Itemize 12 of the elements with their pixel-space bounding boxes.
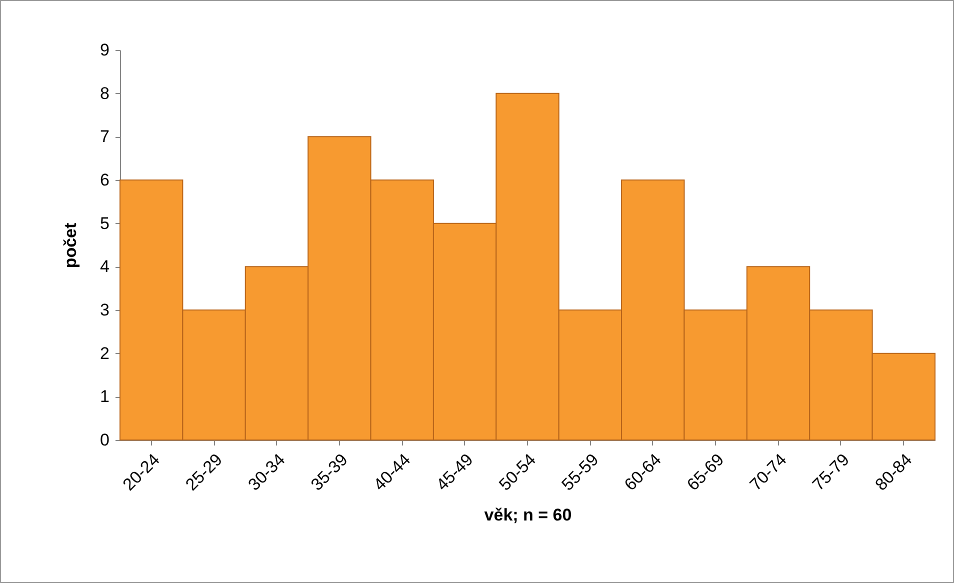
y-tick-label: 2: [100, 344, 110, 363]
y-tick-label: 9: [100, 40, 110, 60]
y-tick-label: 1: [100, 387, 110, 406]
y-tick-label: 7: [100, 127, 110, 146]
y-axis-title: počet: [61, 222, 80, 268]
y-tick-label: 4: [100, 257, 110, 276]
y-tick-label: 3: [100, 300, 110, 320]
y-tick-label: 5: [100, 214, 110, 233]
y-tick-label: 6: [100, 170, 110, 190]
y-tick-label: 0: [100, 430, 110, 450]
y-tick-label: 8: [100, 84, 110, 103]
x-axis-title: věk; n = 60: [484, 506, 572, 525]
